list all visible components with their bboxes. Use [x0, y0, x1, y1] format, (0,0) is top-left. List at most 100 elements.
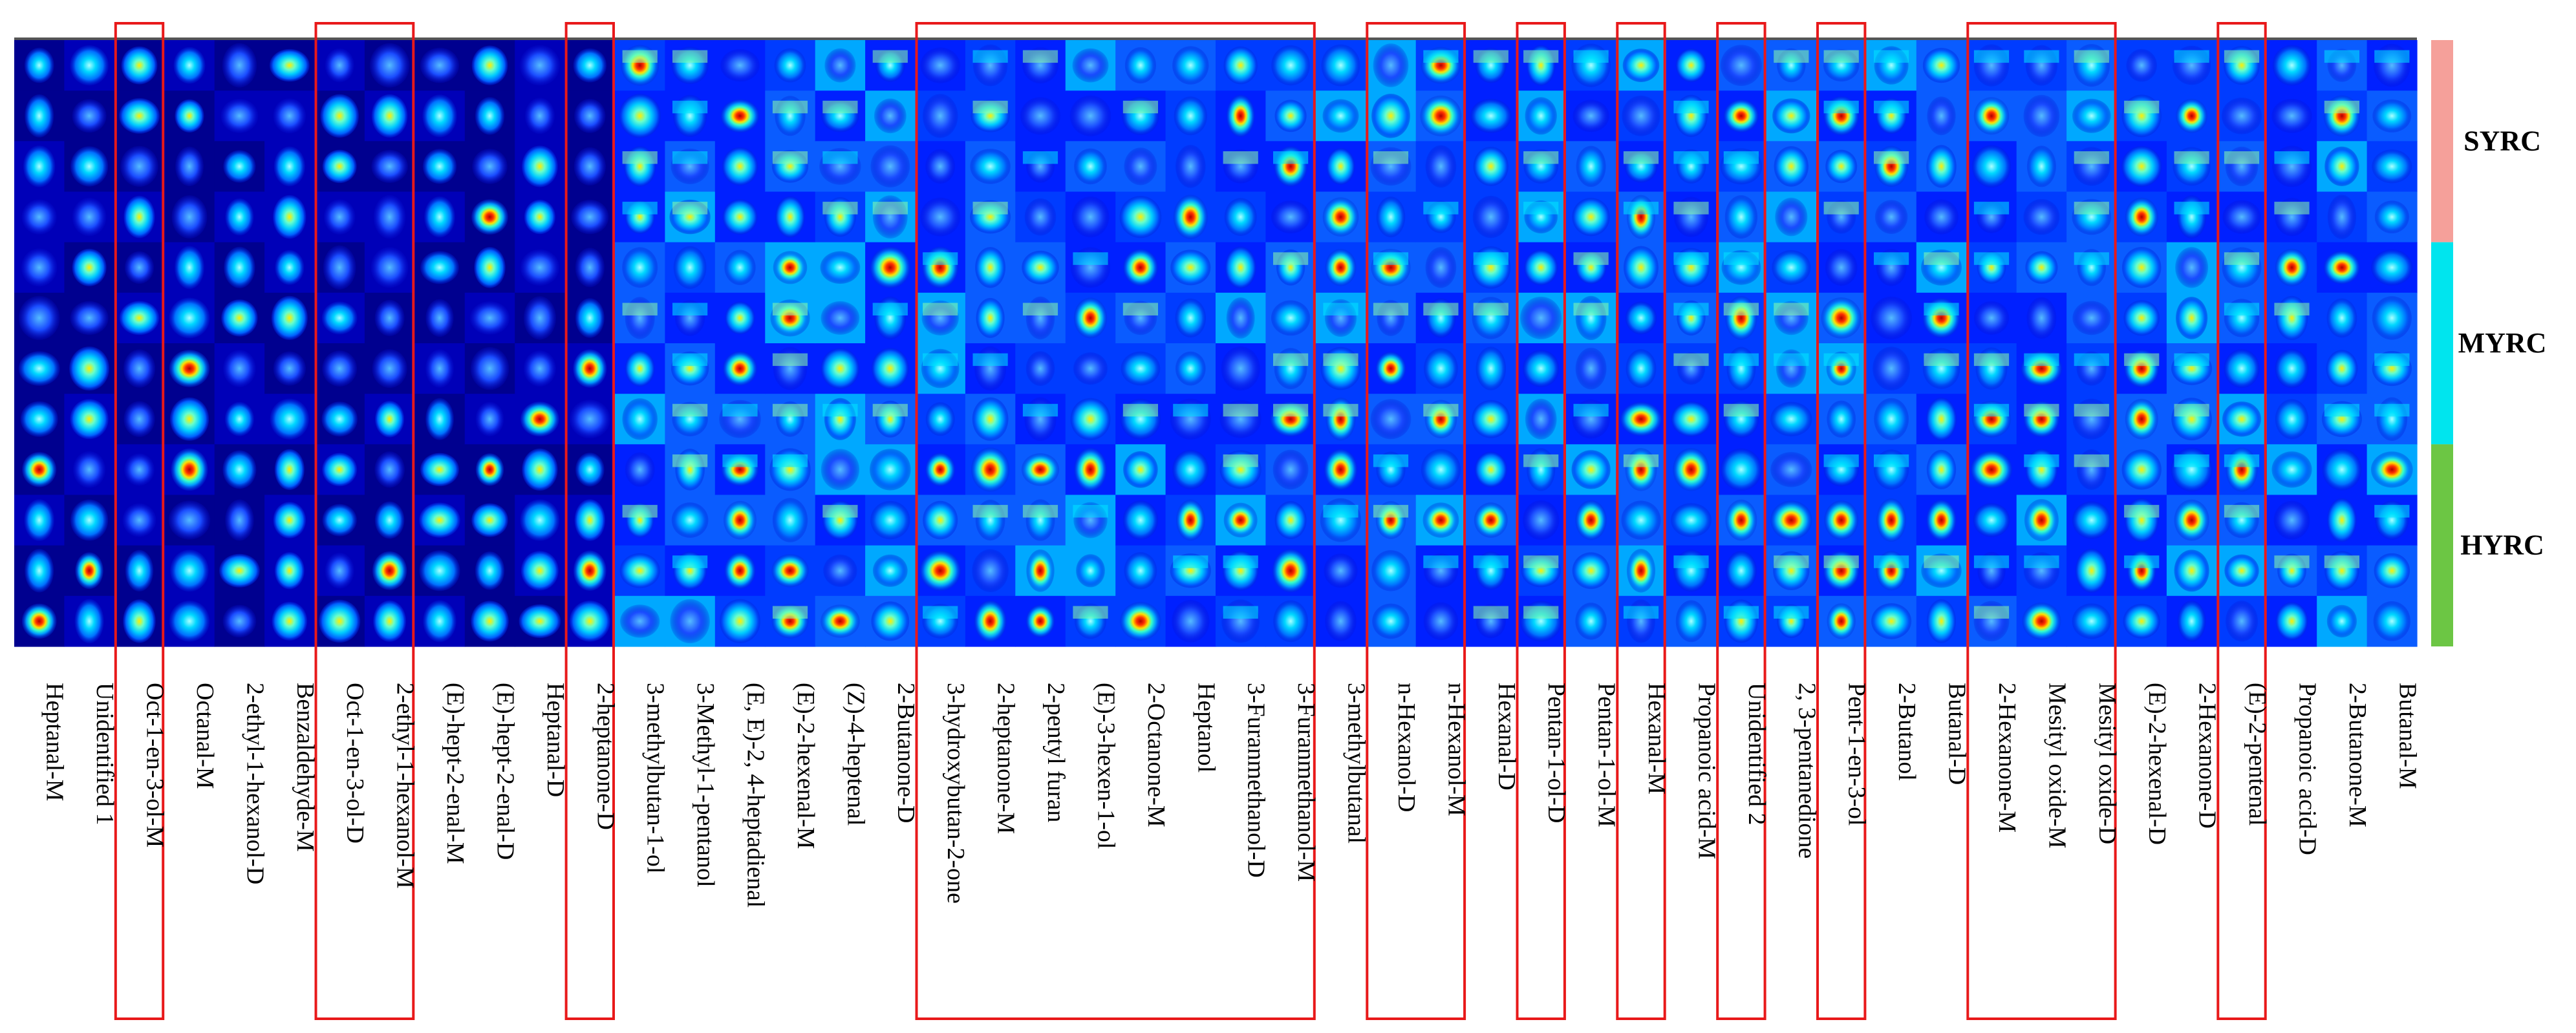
cell-butanal-m-r9	[2367, 444, 2418, 496]
highlight-box-11	[2216, 22, 2267, 1020]
cell-mesityl-oxide-m-r3	[2016, 141, 2067, 193]
cell-e-2-hexenal-d-r7	[2116, 343, 2167, 394]
cell-2-3-pentanedione-r3	[1766, 141, 1817, 193]
cell-2-ethyl-1-hexanol-d-r3	[214, 141, 265, 193]
cell-2-3-pentanedione-r10	[1766, 495, 1817, 546]
col-label-2-pentyl-furan: 2-pentyl furan	[1042, 683, 1069, 822]
cell-benzaldehyde-m-r9	[264, 444, 316, 496]
cell-2-hexanone-d-r6	[2166, 292, 2217, 344]
cell-octanal-m-r5	[164, 242, 215, 293]
cell-e-hept-2-enal-d-r12	[464, 595, 515, 647]
cell-hexanal-m-r3	[1616, 141, 1667, 193]
cell-3-furanmethanol-m-r11	[1265, 545, 1316, 597]
cell-2-octanone-m-r8	[1115, 394, 1166, 445]
cell-heptanal-d-r3	[515, 141, 566, 193]
cell-2-butanone-m-r1	[2317, 40, 2368, 91]
cell-2-hexanone-m-r1	[1966, 40, 2017, 91]
cell-2-octanone-m-r7	[1115, 343, 1166, 394]
cell-mesityl-oxide-m-r10	[2016, 495, 2067, 546]
cell-e-hept-2-enal-d-r6	[464, 292, 515, 344]
cell-e-2-pentenal-r7	[2216, 343, 2268, 394]
cell-heptanal-m-r9	[14, 444, 65, 496]
cell-2-ethyl-1-hexanol-d-r9	[214, 444, 265, 496]
cell-oct-1-en-3-ol-d-r12	[314, 595, 365, 647]
cell-heptanol-r5	[1165, 242, 1216, 293]
cell-2-pentyl-furan-r6	[1015, 292, 1066, 344]
cell-mesityl-oxide-m-r4	[2016, 191, 2067, 243]
cell-heptanol-r6	[1165, 292, 1216, 344]
cell-benzaldehyde-m-r8	[264, 394, 316, 445]
col-label-propanoic-acid-d: Propanoic acid-D	[2294, 683, 2321, 855]
cell-unidentified-2-r11	[1716, 545, 1767, 597]
cell-mesityl-oxide-d-r8	[2066, 394, 2118, 445]
cell-2-heptanone-m-r10	[965, 495, 1016, 546]
cell-2-hexanone-m-r11	[1966, 545, 2017, 597]
cell-e-hept-2-enal-m-r12	[414, 595, 466, 647]
cell-propanoic-acid-m-r8	[1666, 394, 1717, 445]
cell-heptanal-d-r9	[515, 444, 566, 496]
cell-2-butanone-d-r12	[865, 595, 916, 647]
cell-pentan-1-ol-d-r1	[1516, 40, 1567, 91]
cell-3-methylbutan-1-ol-r7	[615, 343, 665, 394]
cell-e-2-hexenal-m-r11	[765, 545, 816, 597]
cell-2-ethyl-1-hexanol-m-r8	[364, 394, 415, 445]
cell-e-2-hexenal-d-r10	[2116, 495, 2167, 546]
cell-heptanol-r1	[1165, 40, 1216, 91]
col-label-hexanal-m: Hexanal-M	[1643, 683, 1670, 794]
cell-pent-1-en-3-ol-r4	[1816, 191, 1867, 243]
col-label-3-methyl-1-pentanol: 3-Methyl-1-pentanol	[692, 683, 719, 888]
cell-unidentified-1-r7	[64, 343, 115, 394]
cell-n-hexanol-m-r12	[1415, 595, 1466, 647]
cell-2-butanone-m-r8	[2317, 394, 2368, 445]
cell-hexanal-m-r12	[1616, 595, 1667, 647]
cell-pentan-1-ol-d-r8	[1516, 394, 1567, 445]
cell-heptanal-d-r2	[515, 91, 566, 142]
cell-e-e-2-4-heptadienal-r12	[714, 595, 766, 647]
cell-2-hexanone-m-r6	[1966, 292, 2017, 344]
cell-2-hexanone-d-r3	[2166, 141, 2217, 193]
col-label-benzaldehyde-m: Benzaldehyde-M	[292, 683, 319, 852]
cell-3-methylbutanal-r8	[1315, 394, 1366, 445]
cell-2-pentyl-furan-r8	[1015, 394, 1066, 445]
cell-n-hexanol-d-r6	[1366, 292, 1417, 344]
highlight-box-1	[114, 22, 165, 1020]
cell-butanal-m-r4	[2367, 191, 2418, 243]
cell-mesityl-oxide-d-r11	[2066, 545, 2118, 597]
col-label-3-hydroxybutan-2-one: 3-hydroxybutan-2-one	[942, 683, 969, 904]
cell-heptanal-d-r11	[515, 545, 566, 597]
col-label-2-hexanone-m: 2-Hexanone-M	[1993, 683, 2021, 833]
cell-heptanal-d-r8	[515, 394, 566, 445]
cell-heptanol-r4	[1165, 191, 1216, 243]
cell-n-hexanol-d-r3	[1366, 141, 1417, 193]
cell-hexanal-m-r11	[1616, 545, 1667, 597]
cell-pent-1-en-3-ol-r10	[1816, 495, 1867, 546]
cell-3-furanmethanol-m-r12	[1265, 595, 1316, 647]
cell-z-4-heptenal-r6	[815, 292, 866, 344]
cell-e-e-2-4-heptadienal-r1	[714, 40, 766, 91]
cell-oct-1-en-3-ol-m-r8	[114, 394, 165, 445]
col-label-2-heptanone-m: 2-heptanone-M	[993, 683, 1020, 834]
cell-3-methyl-1-pentanol-r11	[665, 545, 716, 597]
cell-e-2-pentenal-r11	[2216, 545, 2268, 597]
cell-2-butanol-r5	[1866, 242, 1917, 293]
cell-e-2-hexenal-d-r12	[2116, 595, 2167, 647]
cell-propanoic-acid-d-r2	[2266, 91, 2317, 142]
cell-mesityl-oxide-m-r7	[2016, 343, 2067, 394]
col-label-2-butanone-m: 2-Butanone-M	[2344, 683, 2371, 827]
cell-2-pentyl-furan-r4	[1015, 191, 1066, 243]
cell-2-butanol-r1	[1866, 40, 1917, 91]
cell-pentan-1-ol-m-r2	[1565, 91, 1616, 142]
cell-octanal-m-r4	[164, 191, 215, 243]
cell-hexanal-d-r6	[1466, 292, 1517, 344]
cell-3-methylbutanal-r7	[1315, 343, 1366, 394]
cell-2-butanone-m-r3	[2317, 141, 2368, 193]
cell-2-ethyl-1-hexanol-m-r6	[364, 292, 415, 344]
cell-n-hexanol-d-r4	[1366, 191, 1417, 243]
cell-2-butanol-r2	[1866, 91, 1917, 142]
cell-e-e-2-4-heptadienal-r2	[714, 91, 766, 142]
cell-e-2-pentenal-r4	[2216, 191, 2268, 243]
col-label-2-3-pentanedione: 2, 3-pentanedione	[1793, 683, 1820, 858]
cell-mesityl-oxide-d-r2	[2066, 91, 2118, 142]
cell-2-heptanone-d-r12	[564, 595, 616, 647]
col-label-pentan-1-ol-m: Pentan-1-ol-M	[1593, 683, 1620, 827]
